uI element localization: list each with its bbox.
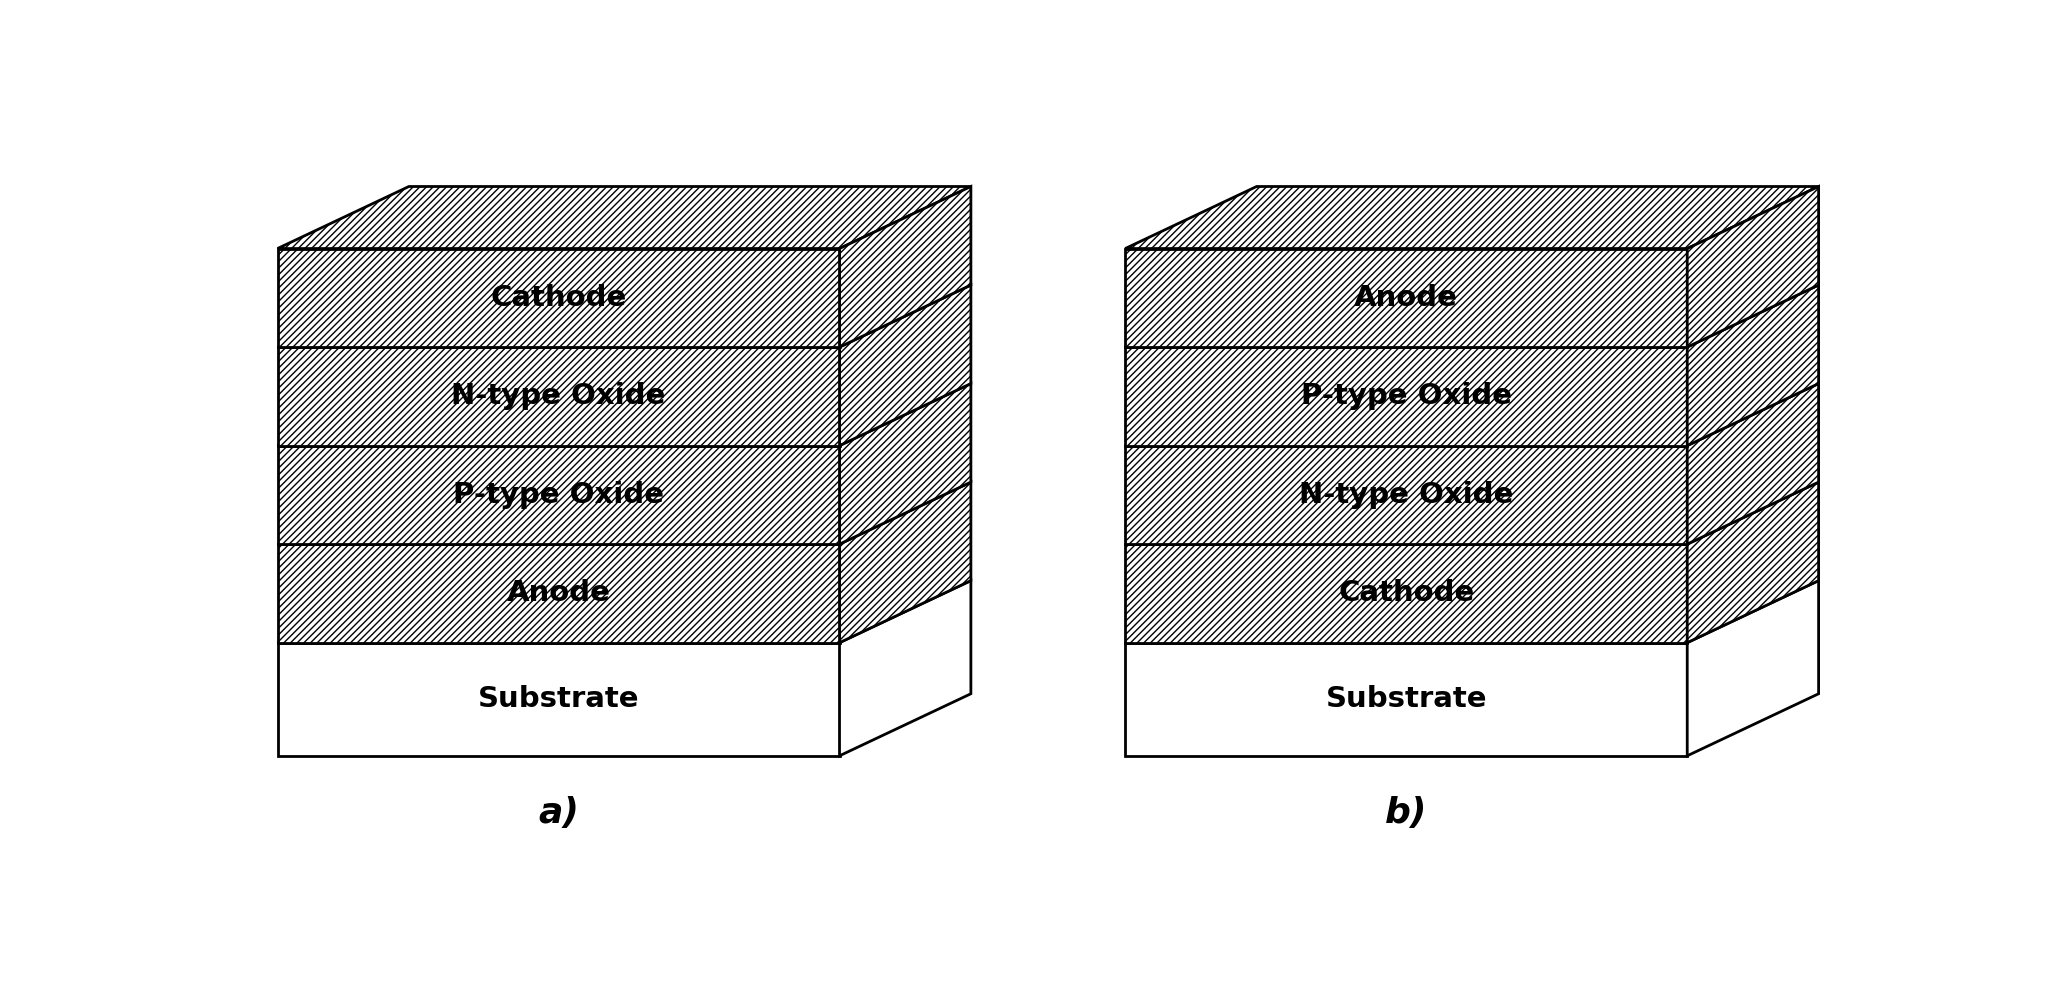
Polygon shape	[278, 581, 971, 643]
Polygon shape	[1687, 187, 1818, 347]
Polygon shape	[1125, 482, 1818, 544]
Polygon shape	[840, 581, 971, 755]
Polygon shape	[278, 285, 971, 347]
Text: Substrate: Substrate	[479, 686, 640, 714]
Text: Cathode: Cathode	[1337, 580, 1474, 608]
Text: b): b)	[1384, 796, 1427, 830]
Polygon shape	[840, 482, 971, 643]
Polygon shape	[278, 347, 840, 445]
Text: P-type Oxide: P-type Oxide	[454, 481, 665, 509]
Text: N-type Oxide: N-type Oxide	[1299, 481, 1513, 509]
Text: N-type Oxide: N-type Oxide	[452, 382, 667, 410]
Polygon shape	[1125, 544, 1687, 643]
Polygon shape	[1125, 383, 1818, 445]
Polygon shape	[278, 249, 840, 347]
Text: Substrate: Substrate	[1325, 686, 1487, 714]
Polygon shape	[278, 445, 840, 544]
Text: Anode: Anode	[507, 580, 611, 608]
Polygon shape	[1687, 482, 1818, 643]
Polygon shape	[1125, 285, 1818, 347]
Polygon shape	[1125, 347, 1687, 445]
Polygon shape	[278, 544, 840, 643]
Polygon shape	[1125, 249, 1687, 347]
Text: Cathode: Cathode	[491, 283, 626, 311]
Polygon shape	[1687, 285, 1818, 445]
Polygon shape	[1125, 187, 1818, 249]
Polygon shape	[1125, 643, 1687, 755]
Polygon shape	[278, 187, 971, 249]
Polygon shape	[278, 383, 971, 445]
Text: Anode: Anode	[1354, 283, 1458, 311]
Polygon shape	[1125, 445, 1687, 544]
Polygon shape	[1687, 581, 1818, 755]
Polygon shape	[278, 482, 971, 544]
Text: P-type Oxide: P-type Oxide	[1301, 382, 1511, 410]
Text: a): a)	[538, 796, 579, 830]
Polygon shape	[840, 285, 971, 445]
Polygon shape	[1687, 383, 1818, 544]
Polygon shape	[840, 383, 971, 544]
Polygon shape	[840, 187, 971, 347]
Polygon shape	[278, 643, 840, 755]
Polygon shape	[1125, 581, 1818, 643]
